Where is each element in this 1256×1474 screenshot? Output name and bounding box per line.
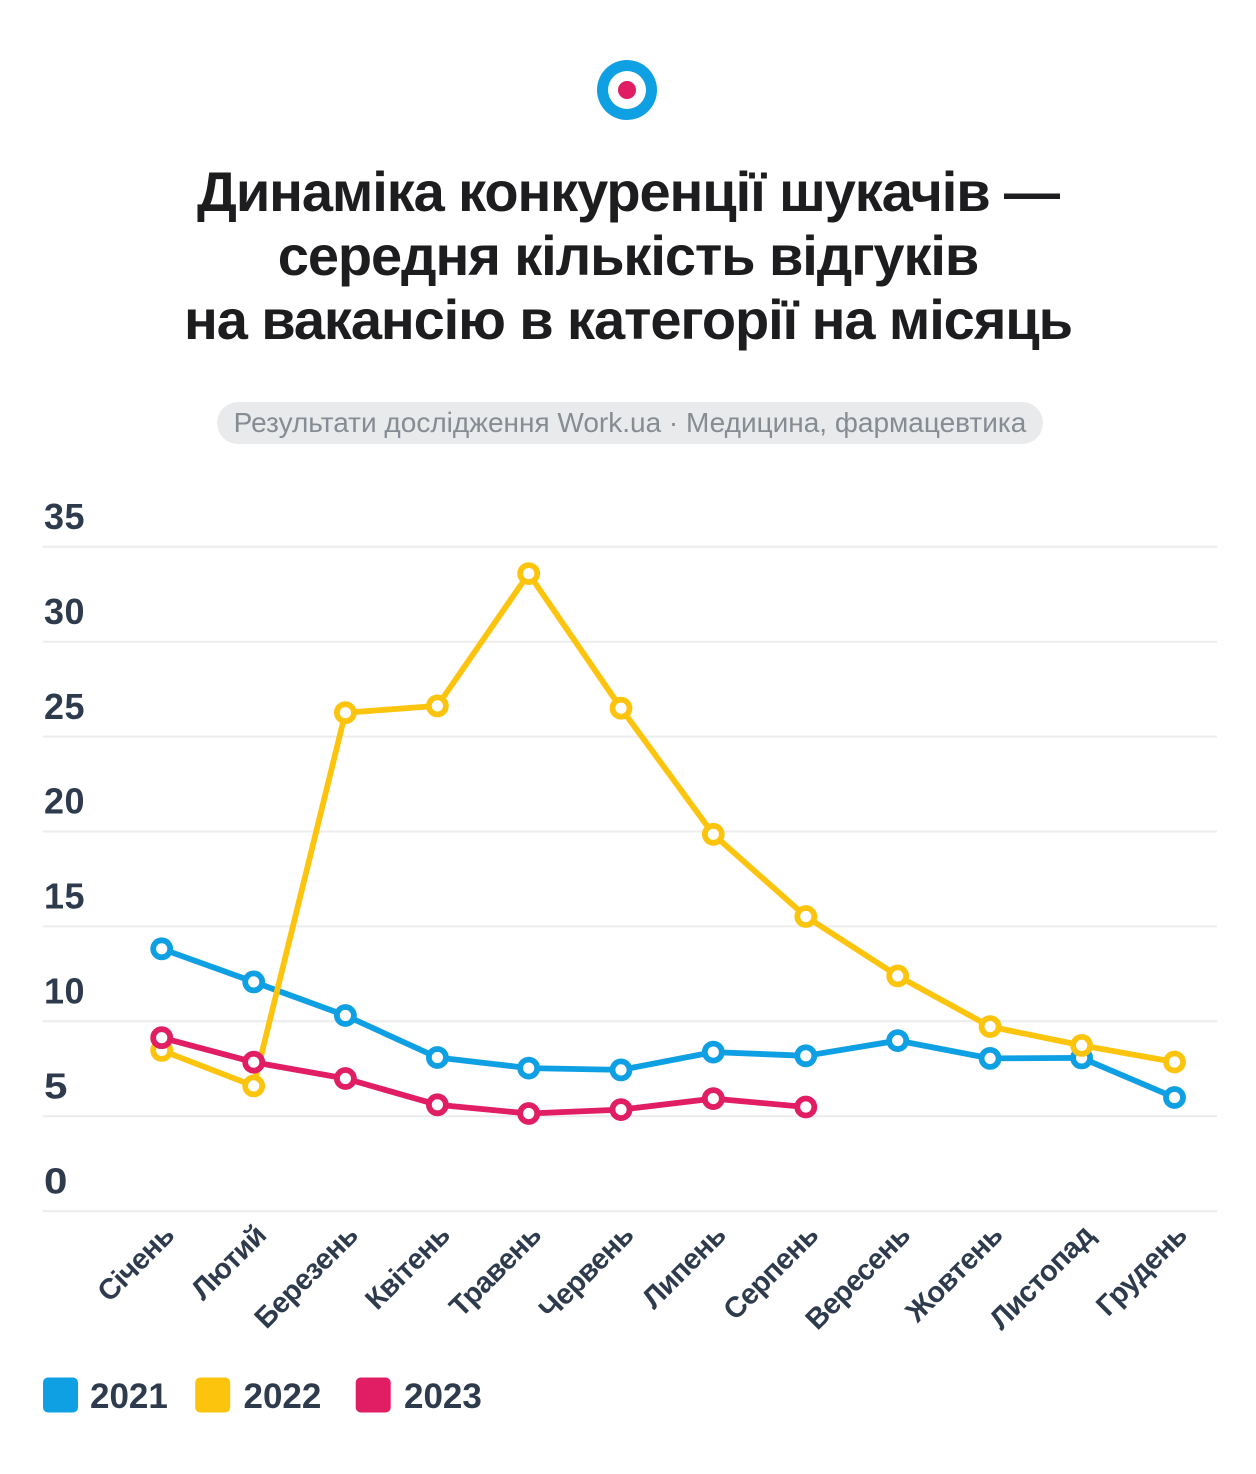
svg-text:15: 15: [44, 876, 85, 917]
svg-text:2022: 2022: [244, 1377, 322, 1416]
svg-text:Червень: Червень: [533, 1219, 640, 1326]
svg-text:Липень: Липень: [636, 1219, 732, 1315]
svg-text:Квітень: Квітень: [359, 1219, 456, 1316]
svg-text:10: 10: [44, 971, 85, 1012]
svg-text:2023: 2023: [404, 1377, 482, 1416]
svg-text:2021: 2021: [90, 1377, 168, 1416]
svg-text:30: 30: [44, 591, 85, 632]
svg-text:Січень: Січень: [92, 1219, 181, 1308]
svg-text:Грудень: Грудень: [1090, 1219, 1193, 1322]
svg-text:0: 0: [44, 1160, 68, 1201]
svg-text:5: 5: [44, 1065, 68, 1106]
svg-text:20: 20: [44, 781, 85, 822]
svg-text:Лютий: Лютий: [185, 1219, 272, 1306]
svg-text:35: 35: [44, 496, 85, 537]
svg-text:25: 25: [44, 686, 85, 727]
svg-text:Травень: Травень: [444, 1219, 548, 1323]
